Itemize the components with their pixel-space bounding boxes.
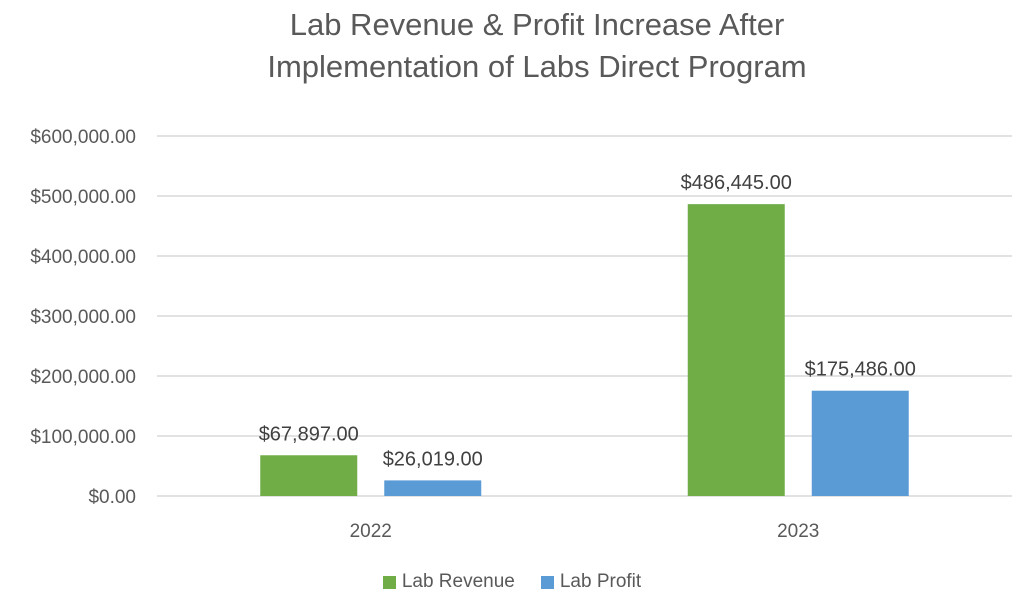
y-tick-label: $0.00 (88, 487, 136, 508)
y-tick-label: $400,000.00 (30, 247, 136, 268)
bar-lab-revenue (687, 204, 785, 496)
y-axis-tick-labels: $0.00 $100,000.00 $200,000.00 $300,000.00 $4… (30, 127, 136, 508)
y-tick-label: $100,000.00 (30, 427, 136, 448)
bars (260, 204, 909, 496)
data-label-lab-profit: $175,486.00 (805, 359, 916, 381)
data-label-lab-profit: $26,019.00 (383, 448, 483, 470)
legend-item-revenue: Lab Revenue (382, 571, 515, 593)
bar-chart: $0.00 $100,000.00 $200,000.00 $300,000.00 $4… (30, 127, 1012, 542)
chart-title: Lab Revenue & Profit Increase After Impl… (0, 4, 1024, 88)
legend-swatch-revenue (382, 575, 396, 589)
y-tick-label: $500,000.00 (30, 187, 136, 208)
y-tick-label: $300,000.00 (30, 307, 136, 328)
y-tick-label: $600,000.00 (30, 127, 136, 148)
x-tick-label: 2022 (350, 521, 392, 542)
data-label-lab-revenue: $67,897.00 (259, 423, 359, 445)
x-axis-tick-labels: 2022 2023 (350, 521, 820, 542)
data-label-lab-revenue: $486,445.00 (681, 172, 792, 194)
bar-lab-profit (811, 390, 909, 496)
legend-label-profit: Lab Profit (559, 571, 642, 592)
data-labels: $67,897.00 $26,019.00 $486,445.00 $175,486.… (259, 172, 916, 470)
y-tick-label: $200,000.00 (30, 367, 136, 388)
legend-label-revenue: Lab Revenue (401, 571, 515, 592)
chart-title-line-1: Lab Revenue & Profit Increase After (289, 7, 785, 42)
x-tick-label: 2023 (777, 521, 819, 542)
chart-title-line-2: Implementation of Labs Direct Program (267, 49, 807, 84)
legend-item-profit: Lab Profit (540, 571, 642, 593)
legend-swatch-profit (540, 575, 554, 589)
bar-lab-revenue (260, 455, 358, 496)
bar-lab-profit (384, 480, 482, 496)
legend: Lab Revenue Lab Profit (0, 571, 1024, 593)
